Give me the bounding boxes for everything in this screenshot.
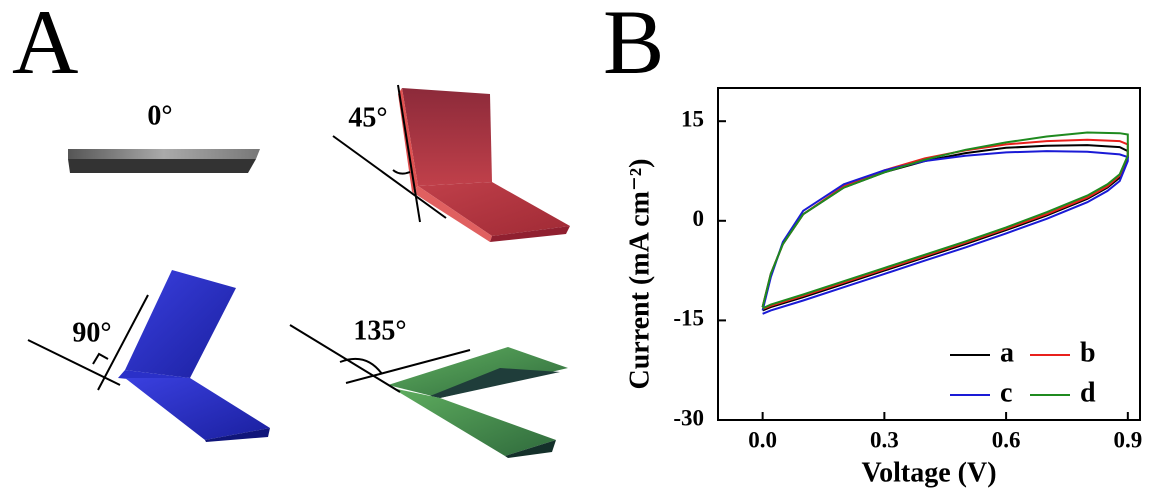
legend-label: b [1080, 337, 1096, 368]
y-tick-label: 15 [681, 106, 704, 131]
legend-label: a [1000, 337, 1014, 368]
x-tick-label: 0.3 [870, 427, 899, 452]
angle-label: 90° [72, 317, 111, 348]
y-tick-label: -15 [673, 306, 704, 331]
panel-label: B [603, 0, 664, 93]
panel-label: A [12, 0, 78, 93]
panel-a-drawings [28, 85, 570, 458]
x-tick-label: 0.9 [1113, 427, 1142, 452]
y-tick-label: 0 [693, 206, 705, 231]
angle-label: 0° [147, 100, 172, 131]
chart: -30 -15 0 15 0.0 0.3 0.6 0.9 Voltage (V) Current … [624, 88, 1142, 488]
angle-label: 135° [353, 315, 406, 346]
cv-curve [763, 140, 1128, 309]
figure: A B 0° 45° 90° 135° -30 -15 0 15 0.0 0.3 0.6 0.… [0, 0, 1157, 495]
x-tick-label: 0.0 [748, 427, 777, 452]
legend-label: c [1000, 377, 1012, 408]
legend-label: d [1080, 377, 1096, 408]
y-axis-label: Current (mA cm⁻²) [624, 158, 655, 389]
x-tick-label: 0.6 [992, 427, 1021, 452]
cv-curve [763, 145, 1128, 310]
angle-label: 45° [348, 102, 387, 133]
x-axis-label: Voltage (V) [861, 457, 996, 488]
y-tick-label: -30 [673, 405, 704, 430]
